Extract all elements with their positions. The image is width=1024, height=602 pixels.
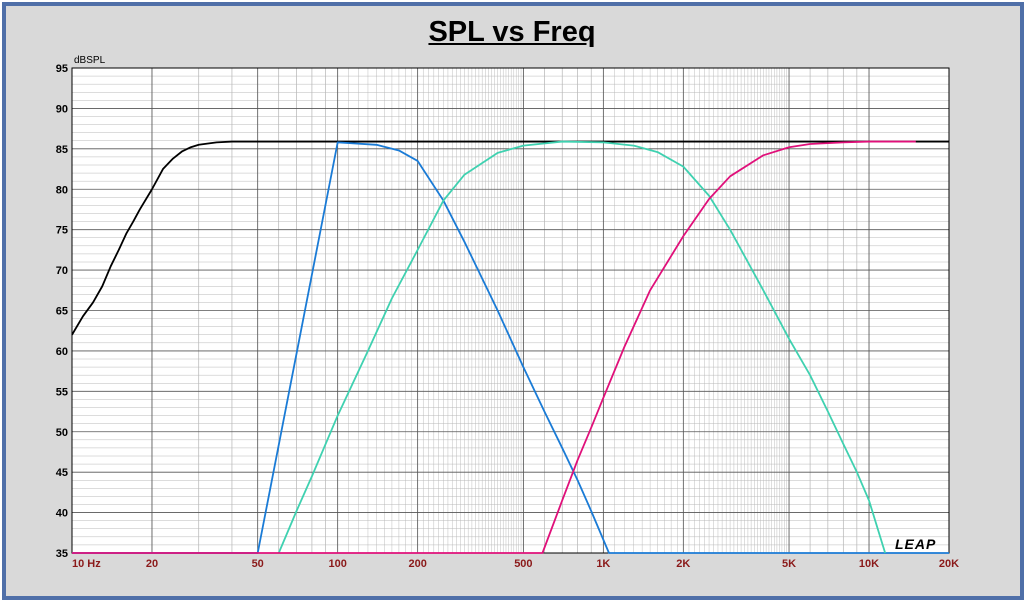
x-tick-label: 5K [782,558,796,570]
y-axis-ticks: 95 90 85 80 75 70 65 60 55 50 45 40 35 [56,63,68,560]
y-tick-label: 65 [56,306,68,318]
x-tick-label: 20 [146,558,158,570]
x-tick-label: 100 [328,558,346,570]
x-tick-label: 50 [252,558,264,570]
y-tick-label: 40 [56,508,68,520]
y-tick-label: 85 [56,144,68,156]
y-tick-label: 60 [56,346,68,358]
x-axis-ticks: 10 Hz 20 50 100 200 500 1K 2K 5K 10K 20K [72,558,959,570]
series-layer [71,140,949,554]
y-tick-label: 95 [56,63,68,75]
y-tick-label: 90 [56,103,68,115]
x-tick-label: 200 [408,558,426,570]
x-tick-label: 10K [859,558,879,570]
y-tick-label: 55 [56,386,68,398]
y-tick-label: 35 [56,548,68,560]
y-axis-label: dBSPL [74,55,106,66]
y-tick-label: 45 [56,467,68,479]
x-tick-label: 10 Hz [72,558,101,570]
x-tick-label: 1K [596,558,610,570]
y-tick-label: 70 [56,265,68,277]
series-line-2 [277,140,887,554]
y-tick-label: 80 [56,184,68,196]
x-tick-label: 20K [939,558,959,570]
y-tick-label: 75 [56,225,68,237]
series-line-1 [72,141,949,554]
chart-title: SPL vs Freq [428,16,596,48]
x-tick-label: 500 [514,558,532,570]
leap-watermark: LEAP [895,536,936,552]
y-tick-label: 50 [56,427,68,439]
x-tick-label: 2K [676,558,690,570]
series-line-3 [72,140,916,554]
grid-major [71,67,950,554]
